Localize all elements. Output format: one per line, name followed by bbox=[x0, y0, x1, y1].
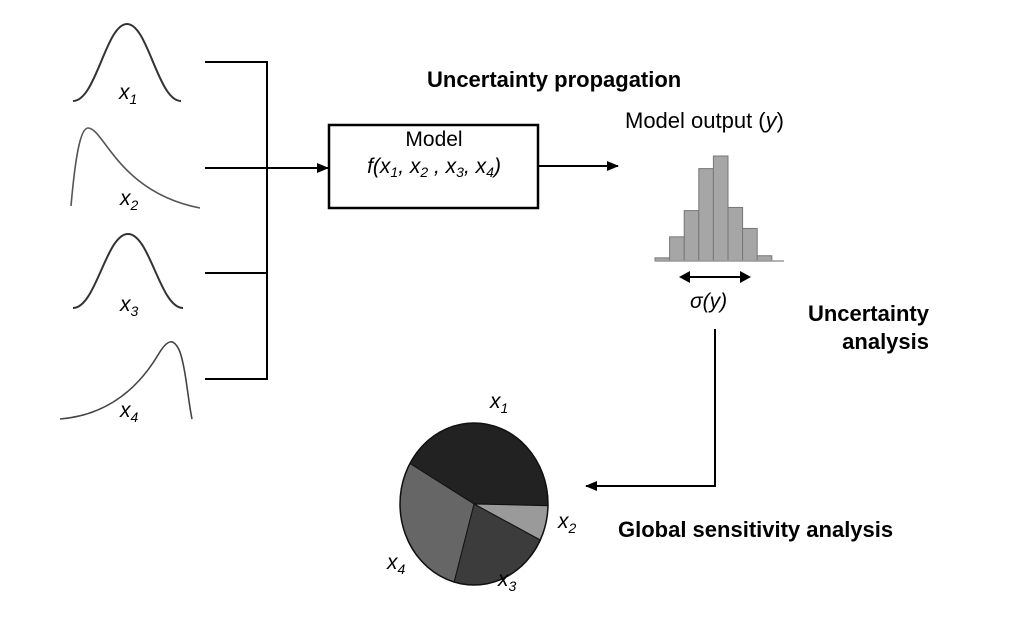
input-label-x2: x2 bbox=[120, 187, 139, 213]
histogram-bar bbox=[683, 210, 700, 262]
input-label-x1: x1 bbox=[119, 81, 138, 107]
output-label: Model output (y) bbox=[625, 108, 784, 133]
input-label-x4: x4 bbox=[120, 399, 139, 425]
distribution-curve-x3 bbox=[72, 232, 184, 309]
histogram-bar bbox=[727, 206, 744, 262]
output-histogram bbox=[654, 155, 773, 262]
pie-label-x3: x3 bbox=[498, 568, 517, 594]
model-arg: x3, bbox=[445, 155, 476, 181]
distribution-curve-x1 bbox=[72, 22, 182, 102]
model-label: Model f(x1, x2 , x3, x4) bbox=[330, 126, 538, 181]
pie-outline bbox=[399, 422, 549, 586]
spread-label: σ(y) bbox=[690, 290, 728, 313]
model-name: Model bbox=[405, 128, 463, 151]
arrow-to-sensitivity bbox=[585, 329, 716, 491]
model-arg: x4) bbox=[475, 155, 501, 181]
model-arg: x1, bbox=[379, 155, 410, 181]
distribution-curve-x4 bbox=[59, 341, 193, 420]
distribution-curve-x2 bbox=[70, 127, 201, 209]
histogram-bar bbox=[742, 227, 758, 262]
uncertainty-analysis-label: Uncertainty analysis bbox=[807, 301, 929, 354]
pie-label-x4: x4 bbox=[387, 551, 406, 577]
diagram-title: Uncertainty propagation bbox=[427, 67, 682, 92]
model-function: f(x1, x2 , x3, x4) bbox=[367, 155, 501, 181]
model-arg: x2 , bbox=[409, 155, 446, 181]
spread-double-arrow bbox=[679, 271, 751, 283]
pie-label-x2: x2 bbox=[558, 510, 577, 536]
input-connectors bbox=[205, 61, 268, 380]
input-label-x3: x3 bbox=[120, 293, 139, 319]
sensitivity-pie bbox=[399, 422, 549, 586]
sensitivity-label: Global sensitivity analysis bbox=[618, 517, 894, 542]
histogram-bar bbox=[669, 236, 685, 262]
histogram-bar bbox=[698, 168, 714, 262]
pie-label-x1: x1 bbox=[490, 390, 509, 416]
histogram-bar bbox=[712, 155, 729, 262]
histogram-bar bbox=[756, 255, 773, 262]
model-box bbox=[327, 123, 540, 210]
